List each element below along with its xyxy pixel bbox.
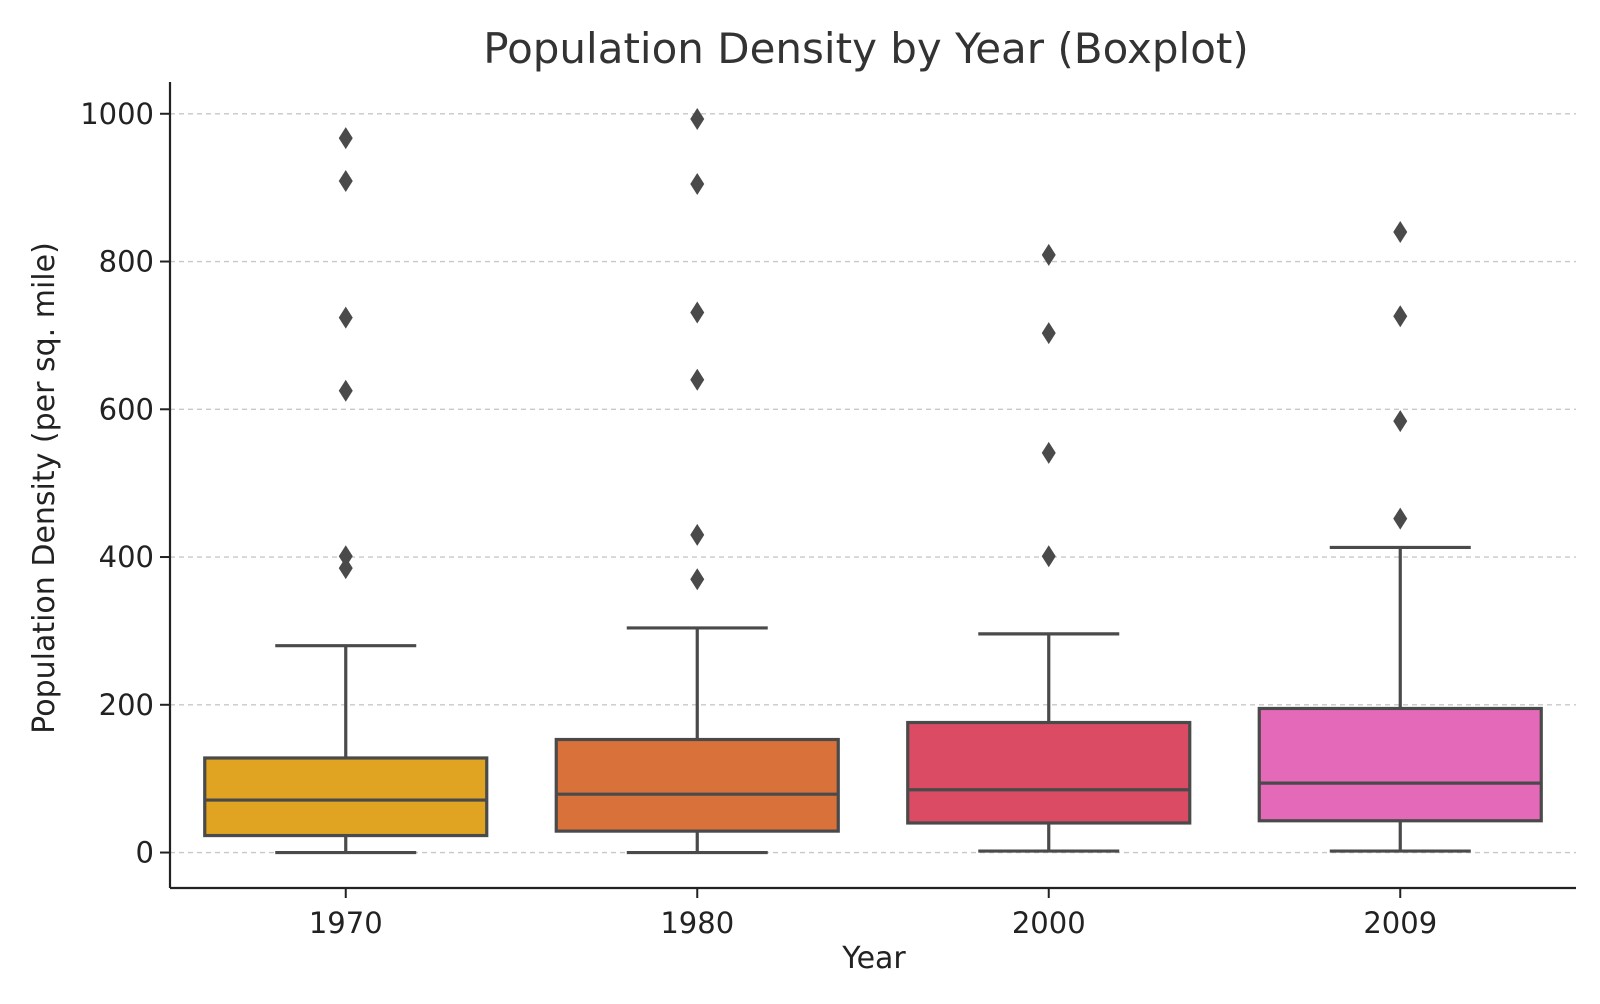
- outlier-2000-2: [1041, 322, 1056, 345]
- outlier-2009-0: [1393, 507, 1408, 530]
- outlier-1980-3: [690, 301, 705, 324]
- x-axis-label: Year: [841, 941, 906, 976]
- y-tick-label-200: 200: [99, 688, 154, 722]
- y-tick-label-800: 800: [99, 245, 154, 279]
- outlier-1980-0: [690, 568, 705, 591]
- outlier-1980-2: [690, 368, 705, 391]
- outlier-2009-1: [1393, 410, 1408, 433]
- x-tick-label-2000: 2000: [1012, 906, 1086, 940]
- outlier-1980-1: [690, 523, 705, 546]
- chart-axes: [168, 82, 1576, 890]
- x-tick-label-1980: 1980: [660, 906, 734, 940]
- outlier-1970-1: [338, 545, 353, 568]
- outlier-points: [338, 107, 1408, 591]
- chart-title: Population Density by Year (Boxplot): [483, 24, 1249, 73]
- x-tick-label-2009: 2009: [1363, 906, 1437, 940]
- box-1970-iqr: [203, 756, 489, 838]
- box-2000-iqr: [906, 720, 1192, 825]
- outlier-2000-1: [1041, 441, 1056, 464]
- y-tick-label-1000: 1000: [80, 97, 154, 131]
- outlier-1970-5: [338, 127, 353, 150]
- outlier-1980-5: [690, 107, 705, 130]
- axis-ticks: 0 200 400 600 800 1000 1970 1980 2000 2009: [80, 97, 1437, 940]
- outlier-1980-4: [690, 172, 705, 195]
- box-2009-iqr: [1257, 706, 1543, 823]
- outlier-1970-3: [338, 306, 353, 329]
- outlier-2000-3: [1041, 243, 1056, 266]
- x-tick-label-1970: 1970: [309, 906, 383, 940]
- outlier-2009-2: [1393, 305, 1408, 328]
- outlier-2000-0: [1041, 545, 1056, 568]
- outlier-1970-2: [338, 379, 353, 402]
- outlier-1970-0: [338, 557, 353, 580]
- boxplot-series: [203, 545, 1543, 855]
- y-tick-label-400: 400: [99, 540, 154, 574]
- y-tick-label-600: 600: [99, 392, 154, 426]
- y-tick-label-0: 0: [136, 836, 154, 870]
- outlier-1970-4: [338, 169, 353, 192]
- outlier-2009-3: [1393, 220, 1408, 243]
- box-1980-iqr: [554, 737, 840, 833]
- y-axis-label: Population Density (per sq. mile): [27, 242, 62, 734]
